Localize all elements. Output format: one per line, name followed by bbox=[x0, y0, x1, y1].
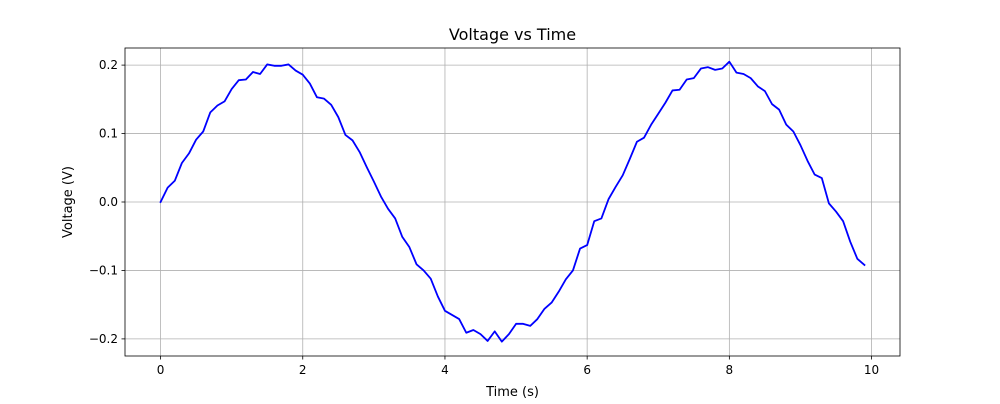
x-tick-label: 10 bbox=[864, 363, 879, 377]
series-layer bbox=[159, 60, 866, 343]
tick-marks: 0 2 4 6 8 10 −0.2 −0.1 0.0 0.1 0.2 bbox=[89, 58, 879, 377]
x-axis-label: Time (s) bbox=[485, 385, 539, 400]
y-axis-label: Voltage (V) bbox=[61, 166, 76, 238]
grid-lines bbox=[125, 48, 900, 356]
x-tick-label: 4 bbox=[441, 363, 449, 377]
chart-title: Voltage vs Time bbox=[449, 25, 576, 44]
x-tick-label: 6 bbox=[583, 363, 591, 377]
series-line bbox=[159, 60, 866, 343]
y-tick-label: −0.2 bbox=[89, 332, 118, 346]
x-tick-label: 2 bbox=[299, 363, 307, 377]
y-tick-label: −0.1 bbox=[89, 263, 118, 277]
y-tick-label: 0.2 bbox=[99, 58, 118, 72]
x-tick-label: 8 bbox=[726, 363, 734, 377]
y-tick-label: 0.1 bbox=[99, 127, 118, 141]
y-tick-label: 0.0 bbox=[99, 195, 118, 209]
x-tick-label: 0 bbox=[157, 363, 165, 377]
